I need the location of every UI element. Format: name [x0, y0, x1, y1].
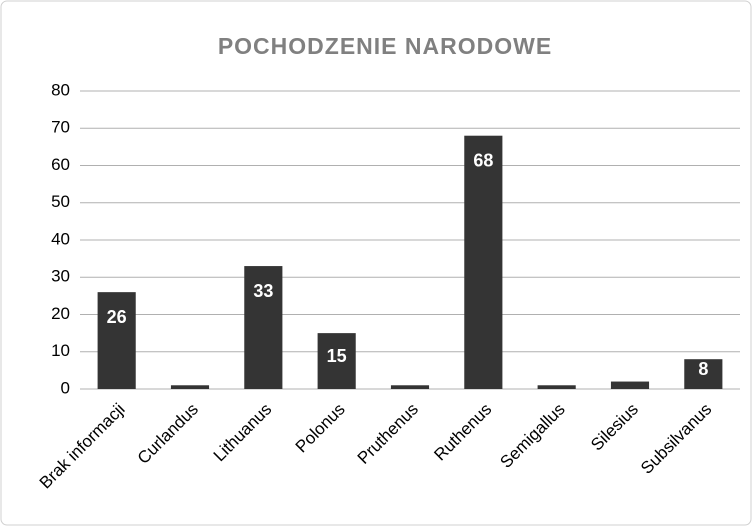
- data-label: 68: [473, 150, 493, 170]
- y-tick-label: 30: [51, 267, 70, 286]
- data-label: 26: [107, 307, 127, 327]
- bar: [170, 385, 210, 389]
- y-tick-label: 80: [51, 80, 70, 99]
- y-tick-label: 50: [51, 192, 70, 211]
- y-tick-label: 20: [51, 304, 70, 323]
- y-tick-label: 0: [61, 378, 70, 397]
- data-label: 8: [698, 359, 708, 379]
- bar: [97, 292, 136, 389]
- bar: [610, 381, 650, 389]
- bar: [464, 135, 503, 389]
- data-label: 15: [327, 346, 347, 366]
- bar: [684, 359, 723, 389]
- chart-title: POCHODZENIE NARODOWE: [218, 33, 552, 59]
- bar: [317, 333, 356, 389]
- data-label: 33: [253, 281, 273, 301]
- y-tick-label: 10: [51, 341, 70, 360]
- y-tick-label: 40: [51, 229, 70, 248]
- y-tick-label: 70: [51, 118, 70, 137]
- bar: [390, 385, 430, 389]
- y-tick-label: 60: [51, 155, 70, 174]
- bar: [244, 266, 283, 389]
- bar: [537, 385, 576, 389]
